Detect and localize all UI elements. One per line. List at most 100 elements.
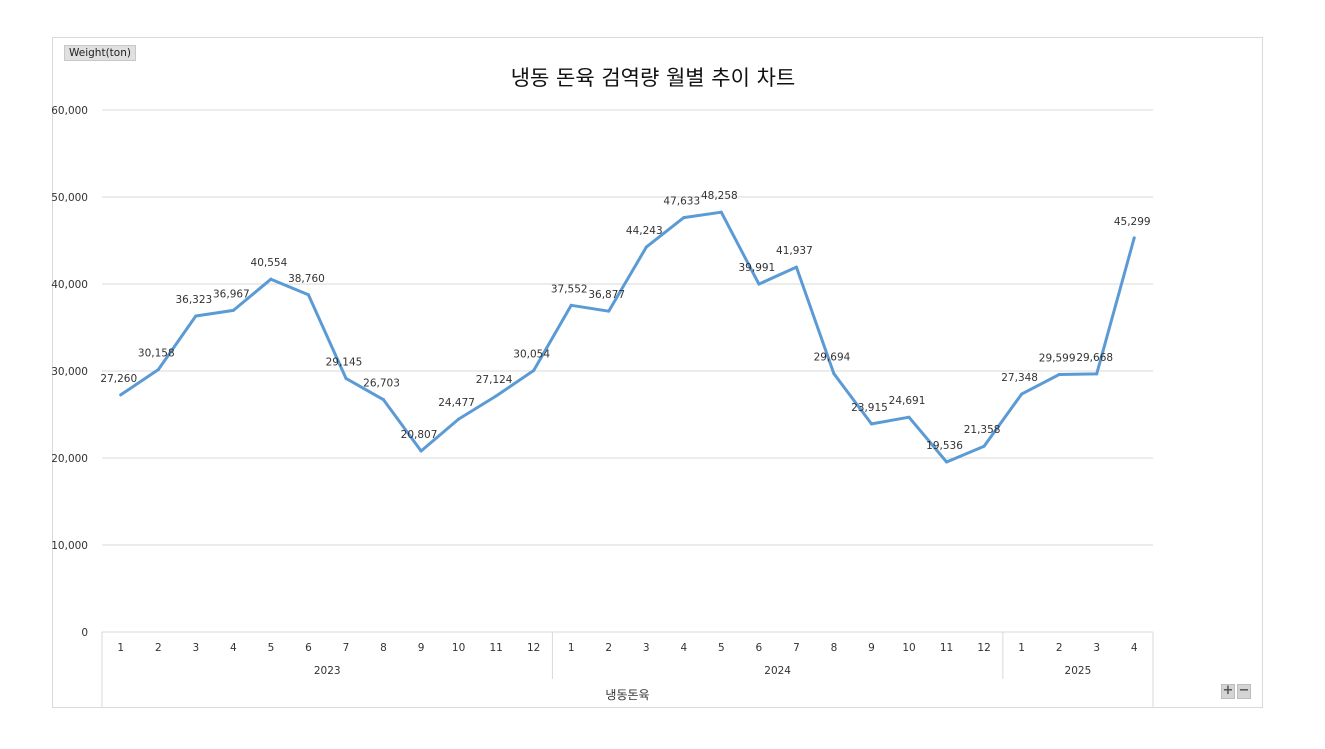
data-point: [907, 415, 911, 419]
data-label: 47,633: [663, 196, 700, 208]
year-label: 2025: [1065, 665, 1092, 677]
data-point: [644, 245, 648, 249]
y-tick-label: 0: [81, 627, 88, 639]
data-point: [569, 303, 573, 307]
x-tick-label: 11: [489, 642, 502, 654]
data-point: [832, 372, 836, 376]
x-tick-label: 4: [680, 642, 687, 654]
data-label: 23,915: [851, 402, 888, 414]
data-label: 29,668: [1076, 352, 1113, 364]
y-tick-label: 50,000: [51, 192, 88, 204]
x-tick-label: 6: [756, 642, 763, 654]
data-label: 41,937: [776, 245, 813, 257]
data-point: [457, 417, 461, 421]
y-tick-label: 30,000: [51, 366, 88, 378]
data-point: [156, 368, 160, 372]
y-tick-label: 10,000: [51, 540, 88, 552]
unit-field-button[interactable]: Weight(ton): [64, 45, 136, 61]
year-label: 2023: [314, 665, 341, 677]
x-tick-label: 5: [268, 642, 275, 654]
data-point: [945, 460, 949, 464]
data-point: [382, 398, 386, 402]
x-tick-label: 4: [230, 642, 237, 654]
zoom-in-button[interactable]: +: [1221, 683, 1235, 699]
x-tick-label: 7: [343, 642, 350, 654]
data-label: 29,694: [814, 352, 851, 364]
data-point: [231, 308, 235, 312]
x-tick-label: 10: [902, 642, 915, 654]
data-label: 39,991: [739, 262, 776, 274]
data-point: [1057, 372, 1061, 376]
data-point: [869, 422, 873, 426]
data-point: [194, 314, 198, 318]
chart-frame: [52, 37, 1263, 708]
data-label: 20,807: [401, 429, 438, 441]
y-tick-label: 60,000: [51, 105, 88, 117]
data-point: [757, 282, 761, 286]
data-point: [794, 265, 798, 269]
x-tick-label: 2: [155, 642, 162, 654]
data-label: 36,967: [213, 288, 250, 300]
data-label: 24,691: [889, 395, 926, 407]
x-tick-label: 12: [527, 642, 540, 654]
y-tick-label: 40,000: [51, 279, 88, 291]
zoom-out-button[interactable]: −: [1237, 683, 1251, 699]
data-point: [1132, 236, 1136, 240]
x-tick-label: 2: [1056, 642, 1063, 654]
x-tick-label: 3: [192, 642, 199, 654]
data-label: 44,243: [626, 225, 663, 237]
x-tick-label: 1: [117, 642, 124, 654]
data-label: 21,358: [964, 424, 1001, 436]
data-label: 26,703: [363, 378, 400, 390]
x-tick-label: 8: [380, 642, 387, 654]
data-label: 36,323: [175, 294, 212, 306]
data-point: [982, 444, 986, 448]
data-point: [1095, 372, 1099, 376]
data-label: 38,760: [288, 273, 325, 285]
x-tick-label: 8: [831, 642, 838, 654]
data-point: [607, 309, 611, 313]
data-label: 27,348: [1001, 372, 1038, 384]
data-point: [1020, 392, 1024, 396]
data-point: [419, 449, 423, 453]
data-point: [719, 210, 723, 214]
chart-title: 냉동 돈육 검역량 월별 추이 차트: [510, 66, 796, 90]
x-tick-label: 12: [977, 642, 990, 654]
data-point: [344, 376, 348, 380]
data-label: 29,599: [1039, 352, 1076, 364]
x-tick-label: 1: [1018, 642, 1025, 654]
x-tick-label: 10: [452, 642, 465, 654]
x-tick-label: 2: [605, 642, 612, 654]
x-tick-label: 6: [305, 642, 312, 654]
x-axis-label[interactable]: 냉동돈육: [605, 688, 649, 702]
data-label: 36,877: [588, 289, 625, 301]
x-tick-label: 11: [940, 642, 953, 654]
data-label: 37,552: [551, 283, 588, 295]
data-point: [306, 293, 310, 297]
data-label: 19,536: [926, 440, 963, 452]
data-label: 45,299: [1114, 216, 1151, 228]
data-label: 40,554: [251, 257, 288, 269]
x-tick-label: 4: [1131, 642, 1138, 654]
data-point: [494, 394, 498, 398]
data-point: [119, 393, 123, 397]
x-tick-label: 3: [1093, 642, 1100, 654]
x-tick-label: 1: [568, 642, 575, 654]
x-tick-label: 5: [718, 642, 725, 654]
y-tick-label: 20,000: [51, 453, 88, 465]
data-label: 48,258: [701, 190, 738, 202]
data-point: [682, 216, 686, 220]
data-point: [269, 277, 273, 281]
data-label: 30,054: [513, 349, 550, 361]
data-label: 27,260: [100, 373, 137, 385]
x-tick-label: 7: [793, 642, 800, 654]
x-tick-label: 9: [418, 642, 425, 654]
series-line: [119, 210, 1136, 464]
year-label: 2024: [764, 665, 791, 677]
data-label: 30,158: [138, 348, 175, 360]
x-tick-label: 9: [868, 642, 875, 654]
x-tick-label: 3: [643, 642, 650, 654]
data-point: [532, 369, 536, 373]
data-label: 24,477: [438, 397, 475, 409]
